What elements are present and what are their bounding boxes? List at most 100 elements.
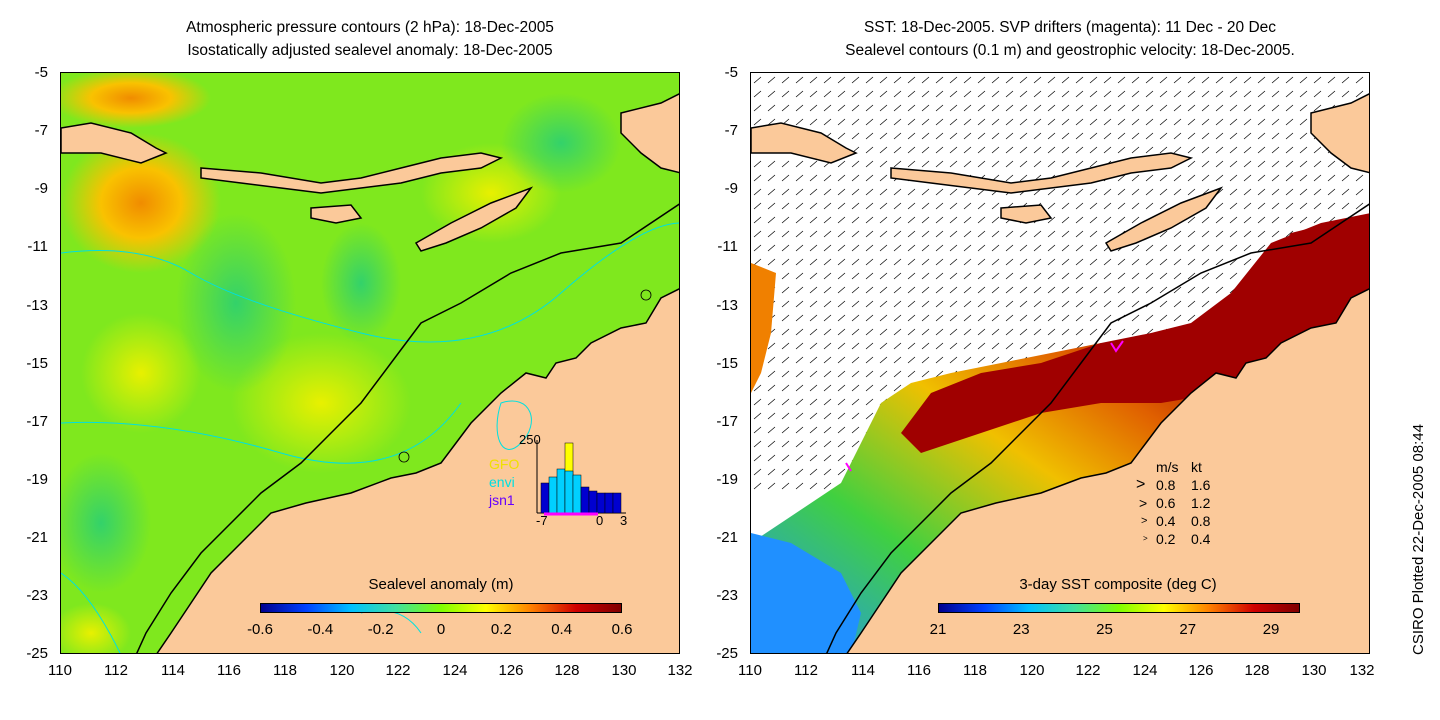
velocity-legend-kt: 1.2 [1191,495,1211,511]
velocity-legend-arrow: > [1141,515,1148,527]
velocity-legend-ms: 0.4 [1156,513,1176,529]
x-tick-label: 128 [1244,662,1270,679]
right-cbar-label: 25 [1096,621,1113,638]
satellite-legend: GFO envi jsn1 [489,455,519,509]
velocity-legend-arrow: > [1136,476,1146,493]
y-tick-label: -17 [716,413,738,430]
velocity-legend-kt: 0.4 [1191,531,1211,547]
x-tick-label: 120 [329,662,355,679]
y-tick-label: -23 [716,587,738,604]
right-cbar-label: 29 [1262,621,1280,638]
sst-hot-region [901,213,1369,453]
satellite-legend-jsn1: jsn1 [489,492,515,508]
sst-blue-south [751,533,861,653]
velocity-legend-ms: 0.2 [1156,531,1176,547]
sst-velocity-map [751,73,1369,653]
java-bali-land [751,122,858,164]
australia-land [156,288,679,653]
velocity-legend-arrow: > [1139,495,1148,511]
y-tick-label: -9 [34,180,48,197]
y-tick-label: -19 [26,471,48,488]
x-tick-label: 112 [104,662,128,679]
sst-cool-coast [751,263,776,393]
left-title-line1: Atmospheric pressure contours (2 hPa): 1… [186,19,554,36]
x-tick-label: 114 [161,662,185,679]
x-tick-label: 126 [498,662,524,679]
x-tick-label: 124 [442,662,468,679]
left-map-panel: Sealevel anomaly (m) -0.6 -0.4 -0.2 0 0.… [60,72,680,654]
y-tick-label: -17 [26,413,48,430]
left-cbar-label: 0 [436,621,446,638]
y-tick-label: -25 [716,645,738,662]
velocity-legend-ms: 0.8 [1156,477,1176,493]
velocity-legend-kt: 1.6 [1191,477,1211,493]
drifter-track [1110,340,1124,353]
right-colorbar [938,603,1300,613]
y-tick-label: -15 [26,355,48,372]
y-tick-label: -11 [27,238,48,255]
y-tick-label: -7 [724,122,738,139]
timor-island [414,186,534,252]
right-cbar-label: 27 [1179,621,1197,638]
sealevel-anomaly-map [61,73,679,653]
x-tick-label: 132 [1349,662,1375,679]
left-cbar-label: -0.4 [307,621,334,638]
x-tick-label: 116 [907,662,931,679]
velocity-legend-ms: 0.6 [1156,495,1176,511]
velocity-legend-kt-header: kt [1191,459,1202,475]
y-tick-label: -5 [724,64,738,81]
y-tick-label: -5 [34,64,48,81]
left-cbar-label: -0.6 [247,621,273,638]
y-tick-label: -7 [34,122,48,139]
lesser-sunda-islands [890,152,1194,194]
velocity-legend-ms-header: m/s [1156,459,1179,475]
inset-x-label: 3 [620,513,628,528]
right-colorbar-labels: 21 23 25 27 29 [930,621,1300,641]
x-tick-label: 118 [273,662,297,679]
inset-histogram [536,440,626,516]
x-tick-label: 128 [554,662,580,679]
inset-ymax-label: 250 [519,432,541,447]
right-cbar-label: 23 [1012,621,1030,638]
x-tick-label: 110 [48,662,72,679]
y-tick-label: -25 [26,645,48,662]
timor-island [1104,186,1224,252]
satellite-legend-gfo: GFO [489,456,520,472]
x-tick-label: 120 [1019,662,1045,679]
y-tick-label: -15 [716,355,738,372]
left-cbar-label: 0.6 [611,621,633,638]
sumba-island [1000,204,1053,224]
inset-x-label: 0 [596,513,604,528]
satellite-legend-envi: envi [489,474,515,490]
northern-landmass [620,93,679,174]
left-colorbar-labels: -0.6 -0.4 -0.2 0 0.2 0.4 0.6 [247,621,632,641]
x-tick-label: 126 [1188,662,1214,679]
lesser-sunda-islands [200,152,504,194]
left-cbar-label: -0.2 [367,621,394,638]
x-tick-label: 114 [851,662,875,679]
y-tick-label: -13 [716,297,738,314]
x-tick-label: 112 [794,662,818,679]
y-tick-label: -21 [716,529,738,546]
x-tick-label: 132 [667,662,693,679]
y-tick-label: -11 [717,238,738,255]
right-map-panel: m/s kt > 0.8 1.6 > 0.6 1.2 > 0.4 0.8 > 0… [750,72,1370,654]
sumba-island [310,204,363,224]
plot-credit: CSIRO Plotted 22-Dec-2005 08:44 [1410,424,1427,655]
x-tick-label: 110 [738,662,762,679]
left-colorbar-title: Sealevel anomaly (m) [368,576,514,593]
x-tick-label: 118 [963,662,987,679]
satellite-histogram-inset: 250 -7 0 3 [519,432,631,530]
x-tick-label: 130 [611,662,637,679]
velocity-legend-kt: 0.8 [1191,513,1211,529]
left-colorbar [260,603,622,613]
australia-land [846,288,1369,653]
x-tick-label: 124 [1132,662,1158,679]
northern-landmass [1310,93,1369,174]
right-title-line1: SST: 18-Dec-2005. SVP drifters (magenta)… [863,19,1277,36]
velocity-legend-arrow: > [1143,534,1148,543]
right-cbar-label: 21 [929,621,947,638]
y-tick-label: -9 [724,180,738,197]
java-bali-land [61,122,168,164]
x-tick-label: 122 [385,662,411,679]
